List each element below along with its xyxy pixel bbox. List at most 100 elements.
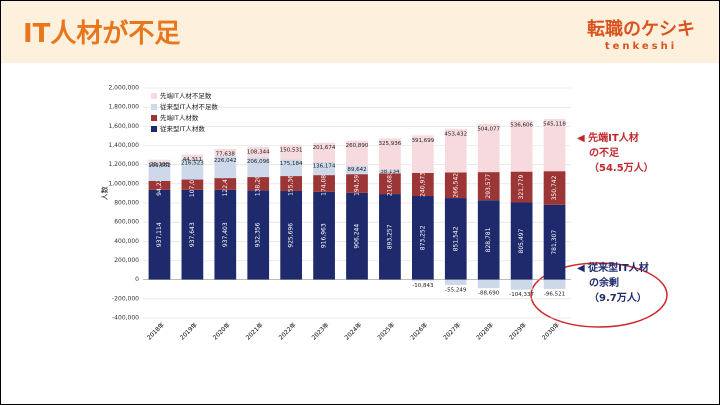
bar-segment (543, 171, 566, 205)
bar-segment (148, 161, 171, 181)
bar-segment (214, 148, 237, 157)
x-tick-label: 2030年 (540, 321, 561, 342)
bar-segment (148, 180, 171, 190)
value-label: 20,138 (150, 162, 170, 168)
value-label: 226,042 (214, 158, 237, 164)
annotation: （9.7万人） (589, 291, 647, 304)
bar-segment (181, 154, 204, 159)
bar-segment (181, 158, 204, 180)
bar-segment (346, 174, 368, 193)
x-tick-label: 2028年 (474, 321, 495, 342)
value-label: 893,257 (386, 224, 393, 249)
bar-segment (280, 144, 303, 160)
bar-segment (510, 202, 533, 280)
value-label: 937,643 (189, 222, 196, 247)
annotation: （54.5万人） (589, 161, 654, 174)
bar-segment (346, 140, 368, 166)
logo: 転職のケシキ tenkeshi (587, 15, 695, 52)
x-tick-label: 2025年 (376, 321, 397, 342)
bar-segment (411, 135, 434, 173)
value-label: 201,674 (313, 145, 336, 151)
value-label: 937,403 (222, 222, 229, 247)
value-label: 805,497 (518, 228, 525, 253)
bar-segment (510, 120, 533, 172)
y-tick-label: 1,200,000 (108, 161, 139, 168)
value-label: 851,542 (452, 226, 459, 251)
value-label: 94,224 (156, 175, 163, 196)
value-label: 174,087 (321, 171, 328, 196)
value-label: 89,642 (347, 167, 366, 173)
legend-swatch (151, 104, 157, 110)
value-label: 906,244 (354, 224, 361, 249)
bar-segment (247, 190, 270, 280)
value-label: 136,174 (313, 164, 336, 170)
value-label: 155,367 (288, 171, 295, 196)
x-tick-label: 2022年 (277, 321, 298, 342)
value-label: 828,781 (485, 227, 492, 252)
bar-segment (247, 146, 270, 158)
value-label: -104,337 (509, 292, 534, 298)
value-label: 107,089 (189, 172, 196, 197)
bar-segment (477, 172, 500, 201)
bar-segment (214, 178, 237, 190)
highlight-ring (530, 262, 668, 328)
x-tick-label: 2026年 (409, 321, 430, 342)
legend-swatch (151, 126, 157, 132)
bar-segment (181, 179, 204, 190)
bar-segment (411, 279, 434, 281)
bar-segment (510, 279, 533, 290)
value-label: 453,432 (444, 132, 467, 138)
bar-segment (477, 123, 500, 173)
x-tick-label: 2027年 (442, 321, 463, 342)
value-label: 293,577 (485, 174, 492, 199)
bar-segment (247, 177, 270, 191)
bar-segment (543, 118, 566, 172)
bar-segment (444, 129, 467, 173)
legend-label: 先端IT人材不足数 (160, 91, 212, 100)
value-label: 38,134 (380, 169, 400, 175)
bar-segment (148, 189, 171, 280)
y-tick-label: 600,000 (114, 219, 139, 226)
x-tick-label: 2029年 (507, 321, 528, 342)
value-label: 199,862 (148, 163, 171, 169)
value-label: 536,606 (510, 123, 533, 129)
y-tick-label: 200,000 (114, 257, 139, 264)
value-label: 240,973 (419, 172, 426, 197)
y-tick-label: 2,000,000 (108, 85, 139, 92)
bar-segment (379, 169, 401, 174)
y-tick-label: 0 (135, 276, 139, 283)
bar-segment (280, 159, 303, 177)
bar-segment (477, 200, 500, 280)
bar-segment (379, 138, 401, 170)
x-tick-label: 2023年 (310, 321, 331, 342)
bar-segment (181, 189, 204, 280)
x-tick-label: 2018年 (145, 321, 166, 342)
value-label: 873,252 (419, 225, 426, 250)
y-axis-label: 人数 (100, 186, 109, 200)
value-label: 44,311 (183, 157, 202, 163)
header: IT人材が不足 転職のケシキ tenkeshi (1, 1, 719, 63)
bar-segment (379, 173, 401, 195)
value-label: 916,963 (321, 223, 328, 248)
value-label: 266,542 (452, 173, 459, 198)
value-label: 325,936 (379, 141, 402, 147)
legend-label: 従来型IT人材不足数 (160, 102, 218, 111)
value-label: 321,779 (518, 174, 525, 199)
logo-text: 転職のケシキ (587, 19, 695, 40)
value-label: 260,890 (346, 143, 369, 149)
bar-segment (477, 279, 500, 289)
bar-segment (280, 176, 303, 191)
legend-swatch (151, 93, 157, 99)
value-label: 504,077 (477, 126, 500, 132)
value-label: -55,249 (445, 287, 467, 293)
value-label: -10,843 (412, 283, 434, 289)
y-tick-label: -400,000 (112, 315, 139, 322)
value-label: 937,114 (156, 222, 163, 247)
value-label: 150,531 (280, 147, 303, 153)
x-tick-label: 2024年 (343, 321, 364, 342)
slide-title: IT人材が不足 (23, 19, 181, 49)
y-tick-label: 800,000 (114, 200, 139, 207)
value-label: -96,521 (544, 291, 565, 297)
annotation: の余剰 (589, 276, 619, 289)
